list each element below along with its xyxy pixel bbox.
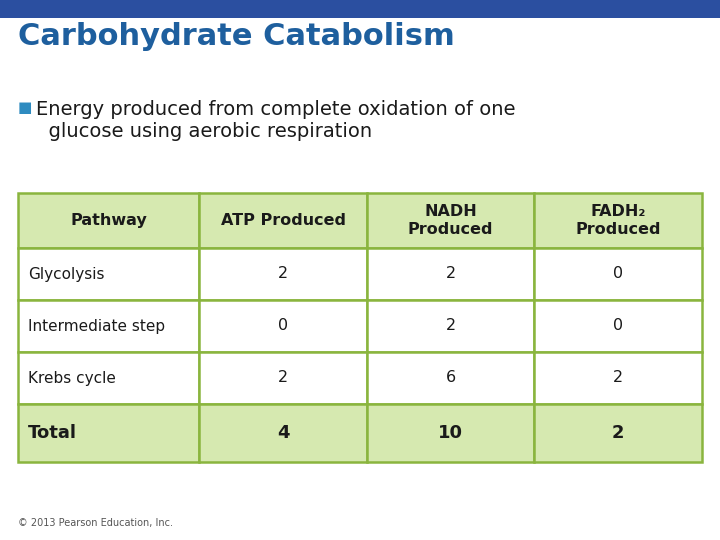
Bar bbox=[367, 248, 534, 300]
Text: 2: 2 bbox=[613, 370, 624, 386]
Text: 0: 0 bbox=[613, 319, 624, 334]
Text: Carbohydrate Catabolism: Carbohydrate Catabolism bbox=[18, 22, 455, 51]
Bar bbox=[367, 352, 534, 404]
Text: Energy produced from complete oxidation of one: Energy produced from complete oxidation … bbox=[36, 100, 516, 119]
Text: 0: 0 bbox=[613, 267, 624, 281]
Bar bbox=[199, 300, 367, 352]
Text: ATP Produced: ATP Produced bbox=[220, 213, 346, 228]
Text: FADH₂
Produced: FADH₂ Produced bbox=[575, 204, 661, 237]
Text: Pathway: Pathway bbox=[71, 213, 147, 228]
Bar bbox=[18, 352, 199, 404]
Bar bbox=[0, 0, 720, 18]
Bar bbox=[199, 193, 367, 248]
Bar bbox=[18, 300, 199, 352]
Bar bbox=[367, 300, 534, 352]
Bar bbox=[534, 404, 702, 462]
Text: 4: 4 bbox=[276, 424, 289, 442]
Bar bbox=[18, 193, 199, 248]
Text: 2: 2 bbox=[446, 267, 456, 281]
Bar bbox=[367, 404, 534, 462]
Text: ■: ■ bbox=[18, 100, 32, 115]
Bar bbox=[534, 193, 702, 248]
Bar bbox=[18, 248, 199, 300]
Text: 0: 0 bbox=[278, 319, 288, 334]
Text: NADH
Produced: NADH Produced bbox=[408, 204, 493, 237]
Text: © 2013 Pearson Education, Inc.: © 2013 Pearson Education, Inc. bbox=[18, 518, 173, 528]
Text: Krebs cycle: Krebs cycle bbox=[28, 370, 116, 386]
Bar bbox=[199, 248, 367, 300]
Text: Glycolysis: Glycolysis bbox=[28, 267, 104, 281]
Bar bbox=[199, 352, 367, 404]
Bar bbox=[367, 193, 534, 248]
Text: 2: 2 bbox=[278, 370, 288, 386]
Text: 6: 6 bbox=[446, 370, 456, 386]
Text: 10: 10 bbox=[438, 424, 463, 442]
Bar bbox=[199, 404, 367, 462]
Bar bbox=[534, 300, 702, 352]
Bar bbox=[18, 404, 199, 462]
Bar bbox=[534, 248, 702, 300]
Text: Intermediate step: Intermediate step bbox=[28, 319, 165, 334]
Text: 2: 2 bbox=[612, 424, 624, 442]
Text: glucose using aerobic respiration: glucose using aerobic respiration bbox=[36, 122, 372, 141]
Bar bbox=[534, 352, 702, 404]
Text: 2: 2 bbox=[278, 267, 288, 281]
Text: 2: 2 bbox=[446, 319, 456, 334]
Text: Total: Total bbox=[28, 424, 77, 442]
